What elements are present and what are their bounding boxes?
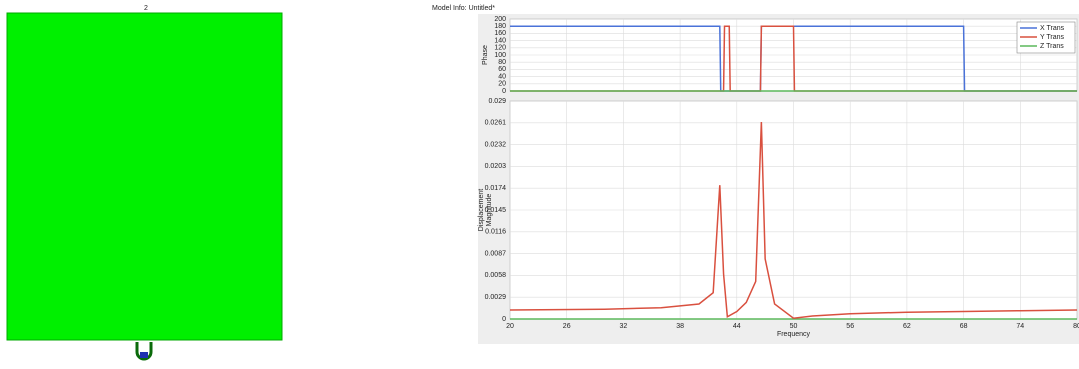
y-tick-label: 0.029 — [488, 98, 506, 105]
x-tick-label: 80 — [1073, 323, 1079, 330]
page: {"viewport":{"label":"2"}, "model_info":… — [0, 0, 1079, 364]
y-tick-label: 160 — [494, 30, 506, 37]
x-tick-label: 26 — [563, 323, 571, 330]
viewport-label: 2 — [144, 5, 148, 12]
y-tick-label: 120 — [494, 45, 506, 52]
constraint-icon — [140, 352, 148, 358]
x-tick-label: 62 — [903, 323, 911, 330]
model-info: Model Info: Untitled* — [432, 5, 495, 12]
y-tick-label: 0.0203 — [485, 163, 507, 170]
y-tick-label: 0.0116 — [485, 229, 506, 236]
y-tick-label: 0.0058 — [485, 272, 507, 279]
x-tick-label: 56 — [846, 323, 854, 330]
y-tick-label: 0.0029 — [485, 294, 507, 301]
y-tick-label: 180 — [494, 23, 506, 30]
y-tick-label: 140 — [494, 37, 506, 44]
x-tick-label: 20 — [506, 323, 514, 330]
screen: 2 Model Info: Untitled* 0204060801001201… — [0, 0, 1079, 364]
x-tick-label: 32 — [620, 323, 628, 330]
legend-label: Z Trans — [1040, 43, 1064, 50]
model-plate[interactable] — [7, 13, 282, 340]
legend-label: Y Trans — [1040, 34, 1064, 41]
y-axis-label: Magnitude — [486, 194, 493, 227]
y-tick-label: 0.0174 — [485, 185, 507, 192]
x-tick-label: 44 — [733, 323, 741, 330]
y-tick-label: 0.0087 — [485, 250, 507, 257]
x-tick-label: 74 — [1016, 323, 1024, 330]
y-tick-label: 80 — [498, 59, 506, 66]
y-tick-label: 0.0261 — [485, 120, 507, 127]
y-tick-label: 0 — [502, 316, 506, 323]
x-tick-label: 38 — [676, 323, 684, 330]
y-tick-label: 0 — [502, 88, 506, 95]
x-tick-label: 68 — [960, 323, 968, 330]
y-tick-label: 200 — [494, 16, 506, 23]
x-tick-label: 50 — [790, 323, 798, 330]
y-tick-label: 60 — [498, 66, 506, 73]
y-axis-label: Displacement — [478, 189, 485, 231]
legend-label: X Trans — [1040, 25, 1065, 32]
y-tick-label: 100 — [494, 52, 506, 59]
y-tick-label: 40 — [498, 73, 506, 80]
y-tick-label: 0.0232 — [485, 141, 507, 148]
y-axis-label: Phase — [482, 45, 489, 65]
x-axis-label: Frequency — [777, 331, 811, 338]
y-tick-label: 20 — [498, 81, 506, 88]
